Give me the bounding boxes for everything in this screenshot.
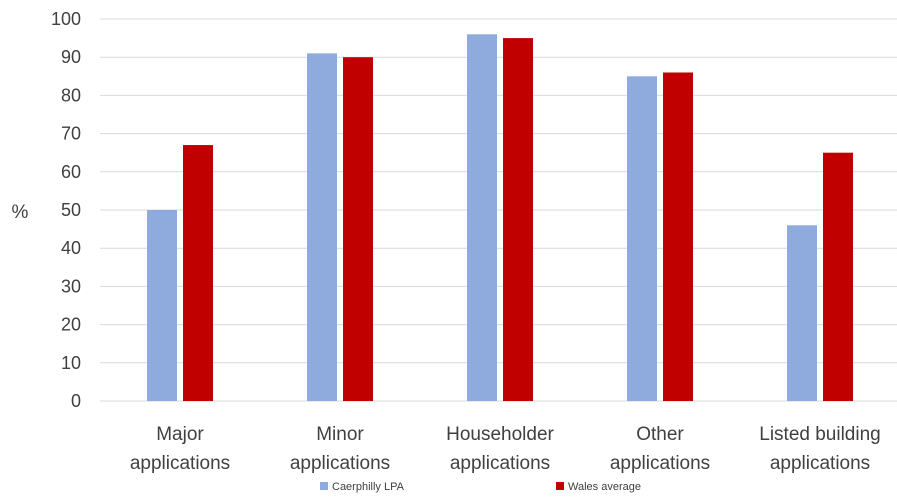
- legend-swatch: [320, 482, 328, 490]
- legend-label: Caerphilly LPA: [332, 481, 405, 493]
- y-tick-label: 60: [61, 162, 81, 182]
- y-tick-label: 90: [61, 47, 81, 67]
- bar-caerphilly-1: [307, 53, 337, 401]
- x-category-label: applications: [610, 453, 710, 474]
- legend-swatch: [556, 482, 564, 490]
- y-tick-label: 100: [51, 9, 81, 29]
- bar-wales-0: [183, 145, 213, 401]
- y-axis-ticks: 0 10 20 30 40 50 60 70 80 90 100: [51, 9, 81, 411]
- y-tick-label: 0: [71, 391, 81, 411]
- x-category-label: Listed building: [759, 424, 880, 445]
- y-tick-label: 30: [61, 276, 81, 296]
- bars: [147, 34, 853, 402]
- x-category-label: Minor: [316, 424, 364, 445]
- y-tick-label: 20: [61, 315, 81, 335]
- bar-wales-4: [823, 152, 853, 401]
- x-category-label: Major: [156, 424, 204, 445]
- x-category-label: applications: [290, 453, 390, 474]
- legend-label: Wales average: [568, 481, 641, 493]
- bar-wales-3: [663, 72, 693, 401]
- y-tick-label: 40: [61, 238, 81, 258]
- x-category-label: Other: [636, 424, 684, 445]
- y-tick-label: 50: [61, 200, 81, 220]
- bar-wales-2: [503, 38, 533, 401]
- y-tick-label: 10: [61, 353, 81, 373]
- bar-caerphilly-0: [147, 210, 177, 401]
- y-tick-label: 80: [61, 85, 81, 105]
- x-category-label: applications: [130, 453, 230, 474]
- x-category-label: applications: [450, 453, 550, 474]
- bar-caerphilly-3: [627, 76, 657, 402]
- gridlines: [100, 18, 897, 402]
- legend: Caerphilly LPA Wales average: [320, 481, 641, 493]
- x-axis-categories: Major applications Minor applications Househ…: [130, 424, 881, 474]
- y-axis-label: %: [12, 202, 29, 223]
- bar-wales-1: [343, 57, 373, 401]
- bar-caerphilly-4: [787, 225, 817, 401]
- x-category-label: Householder: [446, 424, 554, 445]
- x-category-label: applications: [770, 453, 870, 474]
- y-tick-label: 70: [61, 124, 81, 144]
- bar-caerphilly-2: [467, 34, 497, 401]
